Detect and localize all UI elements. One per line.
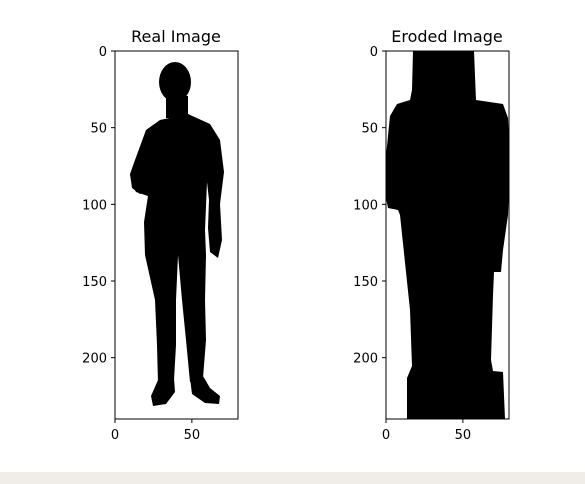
figure-canvas: Real Image 0 50 0 50 100 150 200	[82, 27, 510, 443]
figure: Real Image 0 50 0 50 100 150 200	[82, 27, 510, 443]
eroded-image-ticks: 0 50 0 50 100 150 200	[353, 45, 471, 443]
real-silhouette-torso	[130, 114, 224, 258]
real-x-tick-label-0: 0	[111, 428, 119, 443]
real-silhouette-head	[159, 62, 191, 102]
real-silhouette-left-hand	[130, 174, 150, 194]
eroded-image-title: Eroded Image	[391, 27, 502, 46]
eroded-y-tick-label-4: 200	[353, 352, 378, 367]
real-y-tick-label-2: 100	[82, 198, 107, 213]
eroded-y-tick-label-2: 100	[353, 198, 378, 213]
real-image-ticks: 0 50 0 50 100 150 200	[82, 45, 200, 443]
real-y-tick-label-4: 200	[82, 352, 107, 367]
eroded-y-tick-label-1: 50	[361, 122, 378, 137]
real-silhouette-left-leg	[145, 255, 178, 385]
eroded-silhouette-body	[386, 51, 509, 419]
real-y-tick-label-0: 0	[99, 45, 107, 60]
eroded-image-frame	[385, 50, 510, 420]
real-x-tick-label-1: 50	[184, 428, 201, 443]
real-image-silhouette	[130, 62, 224, 406]
eroded-x-tick-label-0: 0	[382, 428, 390, 443]
real-image-frame	[114, 50, 239, 420]
real-image-title: Real Image	[131, 27, 221, 46]
eroded-image-silhouette	[386, 51, 509, 419]
axes-real-image: Real Image 0 50 0 50 100 150 200	[82, 27, 239, 443]
bottom-bar	[0, 472, 585, 484]
eroded-y-tick-label-3: 150	[353, 275, 378, 290]
real-y-tick-label-1: 50	[90, 122, 107, 137]
eroded-y-tick-label-0: 0	[370, 45, 378, 60]
real-silhouette-right-leg	[178, 255, 206, 382]
eroded-x-tick-label-1: 50	[455, 428, 472, 443]
real-silhouette-left-foot	[151, 378, 175, 406]
axes-eroded-image: Eroded Image 0 50 0 50 100 150 200	[353, 27, 510, 443]
real-silhouette-right-foot	[190, 376, 220, 404]
real-silhouette-neck	[166, 96, 188, 118]
real-y-tick-label-3: 150	[82, 275, 107, 290]
